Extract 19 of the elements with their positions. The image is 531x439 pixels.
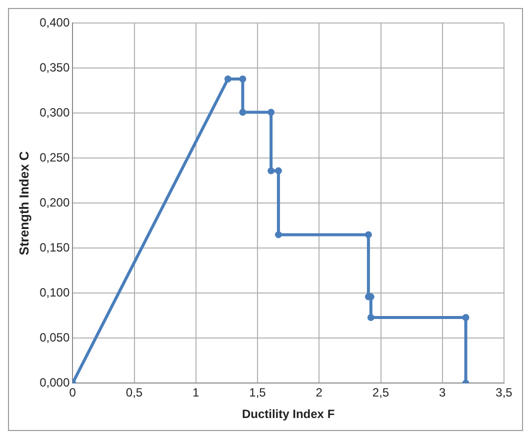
- y-tick-label: 0,100: [40, 286, 70, 300]
- y-tick-label: 0,050: [40, 330, 70, 345]
- x-tick-label: 1,5: [249, 386, 266, 400]
- y-tick-label: 0,000: [40, 376, 70, 390]
- y-tick-label: 0,200: [40, 196, 70, 210]
- x-tick-label: 0,5: [126, 386, 143, 400]
- y-tick-label: 0,350: [40, 60, 70, 75]
- y-tick-label: 0,150: [40, 240, 70, 255]
- x-tick-label: 3: [439, 386, 446, 400]
- y-tick-label: 0,250: [40, 150, 70, 165]
- x-tick-label: 1: [192, 386, 200, 400]
- x-tick-label: 0: [69, 386, 76, 400]
- y-tick-label: 0,300: [40, 106, 70, 120]
- x-tick-label: 2,5: [372, 386, 390, 400]
- x-tick-label: 2: [316, 386, 323, 400]
- x-tick-label: 3,5: [496, 386, 513, 400]
- y-tick-label: 0,400: [40, 16, 70, 30]
- y-axis-title: Strength Index C: [16, 150, 32, 256]
- x-axis-title: Ductility Index F: [242, 407, 335, 422]
